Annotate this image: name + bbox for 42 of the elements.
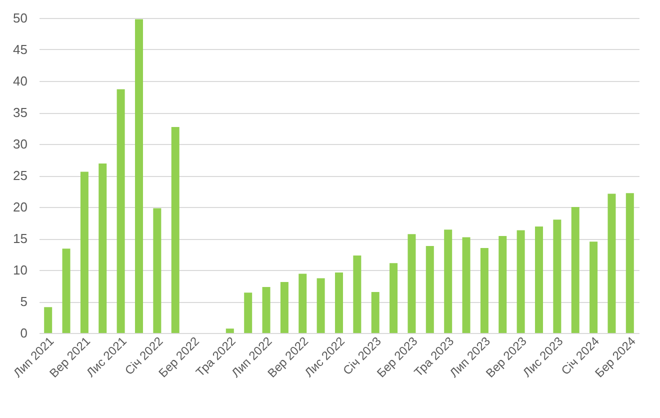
y-tick-label: 10 (13, 262, 28, 278)
y-tick-label: 40 (13, 74, 28, 88)
bar (280, 282, 288, 333)
bar (480, 248, 488, 333)
y-tick-label: 20 (13, 200, 28, 214)
y-tick-label: 30 (13, 136, 28, 152)
y-tick-label: 25 (13, 168, 28, 183)
bar (62, 248, 70, 333)
bar (98, 164, 107, 333)
bar (135, 19, 143, 333)
bar (44, 307, 52, 333)
y-tick-label: 45 (13, 42, 28, 57)
bar (171, 126, 180, 333)
y-tick-label: 50 (13, 10, 28, 26)
bar (590, 242, 598, 333)
bar (571, 207, 580, 333)
bar (262, 287, 270, 333)
bar (353, 256, 362, 333)
bar (244, 292, 252, 333)
y-tick-label: 35 (13, 105, 28, 120)
bar (390, 263, 398, 333)
bar (371, 292, 380, 333)
bar (335, 272, 343, 333)
bar (316, 278, 325, 333)
bar (553, 220, 562, 333)
bar (153, 208, 162, 333)
bar (626, 193, 634, 333)
bar (535, 226, 543, 333)
bar (408, 234, 416, 333)
y-tick-label: 0 (20, 326, 28, 340)
bar (226, 328, 234, 333)
bar (608, 194, 616, 333)
bar (462, 237, 470, 333)
bar (298, 274, 307, 333)
bar (498, 236, 507, 333)
bar (444, 230, 452, 333)
bar (426, 246, 434, 333)
y-tick-label: 5 (20, 294, 28, 309)
bar (516, 230, 525, 333)
bar (116, 89, 125, 333)
bar (80, 172, 88, 333)
y-tick-label: 15 (13, 231, 28, 246)
